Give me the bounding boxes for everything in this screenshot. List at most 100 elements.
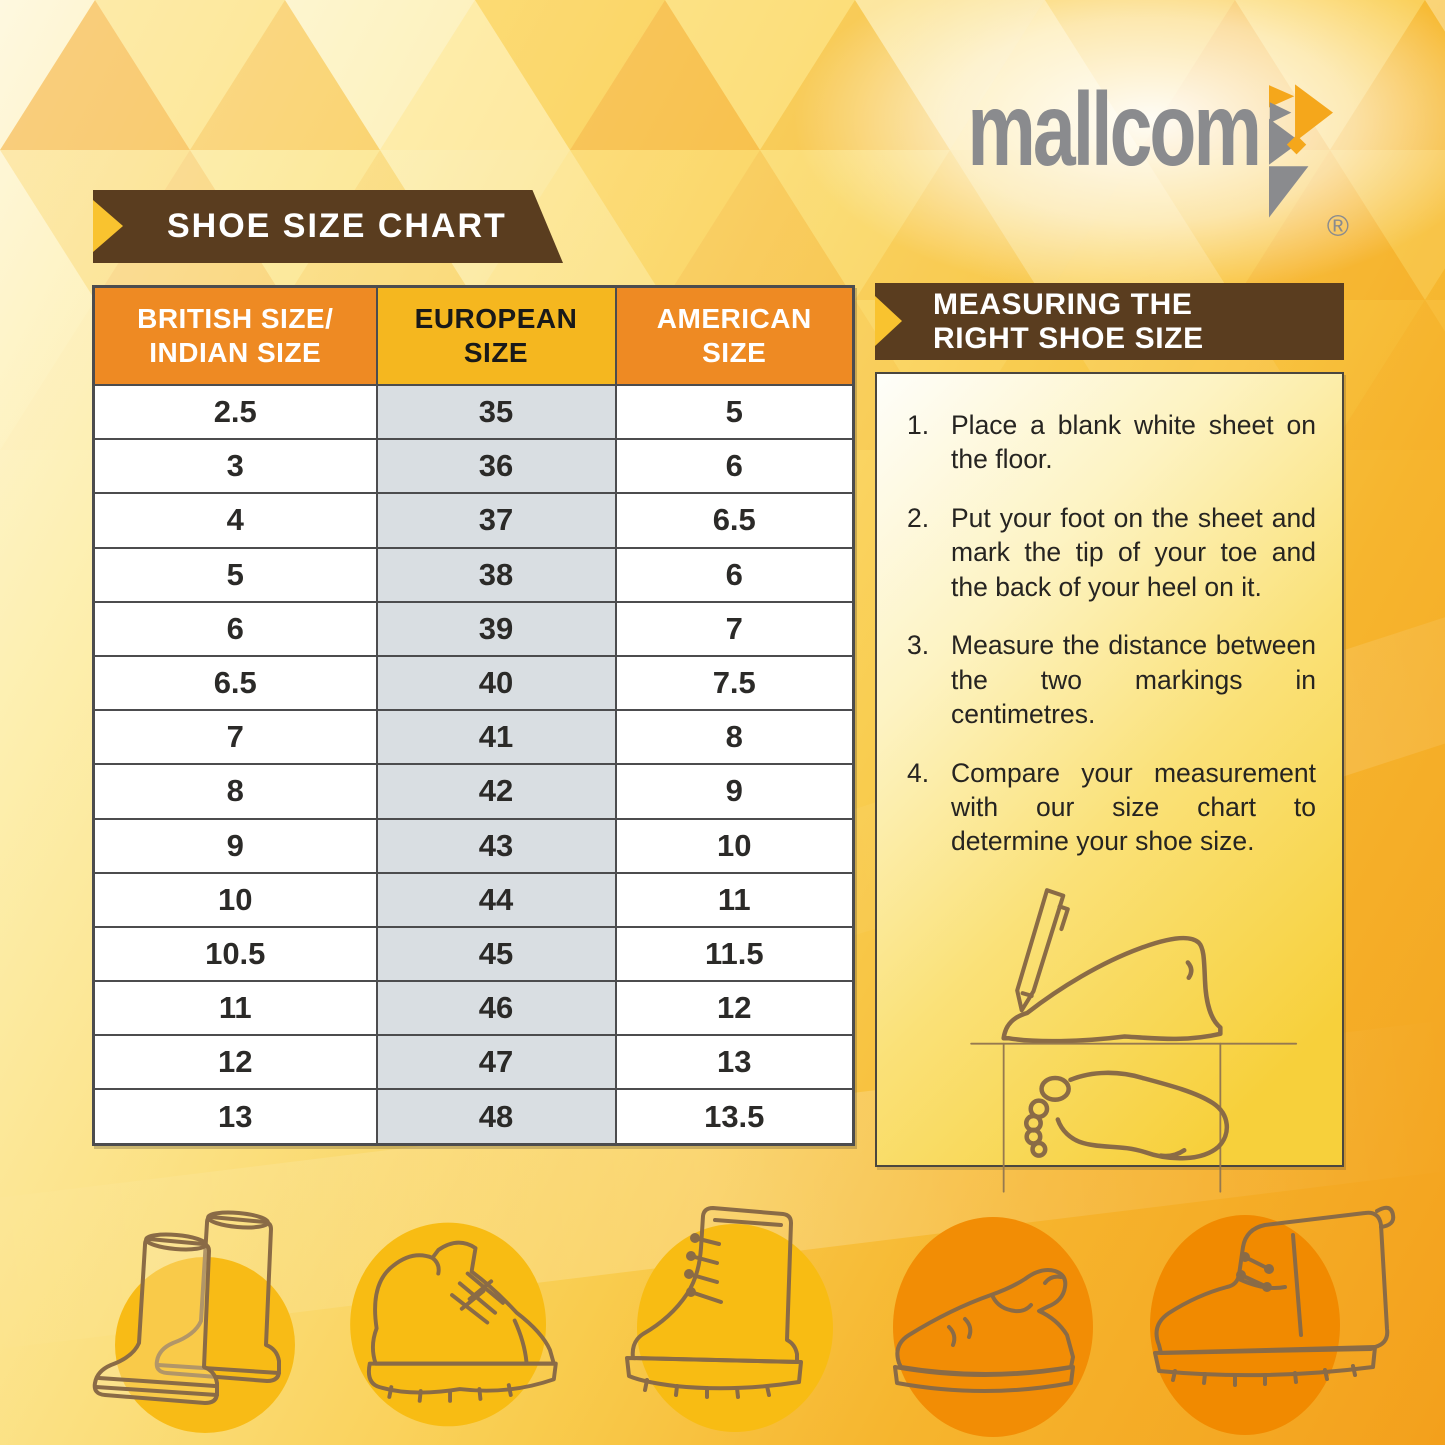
measuring-step: 3. Measure the distance between the two … xyxy=(907,628,1316,731)
banner-arrow-icon xyxy=(93,200,123,252)
step-text: Put your foot on the sheet and mark the … xyxy=(951,502,1316,602)
table-row: 5 38 6 xyxy=(92,546,855,603)
table-cell: 2.5 xyxy=(92,383,378,441)
table-cell: 46 xyxy=(375,980,617,1037)
header-line: EUROPEAN xyxy=(414,302,578,334)
size-conversion-table: BRITISH SIZE/ INDIAN SIZE EUROPEAN SIZE … xyxy=(92,285,855,1146)
table-cell: 42 xyxy=(375,763,617,820)
table-cell: 10 xyxy=(614,817,855,874)
table-cell: 35 xyxy=(375,383,617,441)
table-cell: 7.5 xyxy=(614,654,855,712)
table-cell: 5 xyxy=(614,383,855,441)
table-cell: 12 xyxy=(614,980,855,1037)
logo-background-glow xyxy=(790,0,1445,300)
measuring-instructions-panel: 1. Place a blank white sheet on the floo… xyxy=(875,372,1344,1193)
measuring-steps-list: 1. Place a blank white sheet on the floo… xyxy=(907,408,1316,859)
table-cell: 3 xyxy=(92,438,378,495)
table-cell: 11 xyxy=(614,871,855,928)
header-line: AMERICAN xyxy=(656,302,812,334)
table-header-row: BRITISH SIZE/ INDIAN SIZE EUROPEAN SIZE … xyxy=(92,285,855,386)
step-text: Place a blank white sheet on the floor. xyxy=(951,410,1316,475)
table-cell: 9 xyxy=(92,817,378,874)
chukka-boot-illustration xyxy=(1125,1195,1425,1440)
safety-shoe-illustration xyxy=(320,1205,585,1440)
brand-logo: mallcom ® xyxy=(865,72,1349,243)
table-cell: 7 xyxy=(614,600,855,657)
table-row: 12 47 13 xyxy=(92,1034,855,1091)
table-cell: 6.5 xyxy=(614,492,855,549)
registered-trademark-symbol: ® xyxy=(1326,210,1349,243)
step-text: Compare your measurement with our size c… xyxy=(951,757,1316,857)
measuring-step: 2. Put your foot on the sheet and mark t… xyxy=(907,501,1316,604)
table-cell: 7 xyxy=(92,709,378,766)
table-row: 2.5 35 5 xyxy=(92,383,855,441)
table-cell: 13 xyxy=(614,1034,855,1091)
table-row: 9 43 10 xyxy=(92,817,855,874)
table-cell: 9 xyxy=(614,763,855,820)
table-cell: 44 xyxy=(375,871,617,928)
table-cell: 41 xyxy=(375,709,617,766)
measuring-step: 4. Compare your measurement with our siz… xyxy=(907,756,1316,859)
table-cell: 47 xyxy=(375,1034,617,1091)
step-text: Measure the distance between the two mar… xyxy=(951,630,1316,730)
step-number: 4. xyxy=(907,757,930,788)
table-cell: 4 xyxy=(92,492,378,549)
title-banner: SHOE SIZE CHART xyxy=(93,190,563,263)
table-row: 11 46 12 xyxy=(92,980,855,1037)
measuring-title-line1: MEASURING THE xyxy=(933,287,1193,321)
table-cell: 37 xyxy=(375,492,617,549)
column-header-british-indian: BRITISH SIZE/ INDIAN SIZE xyxy=(92,285,378,386)
table-cell: 6 xyxy=(614,546,855,603)
table-cell: 48 xyxy=(375,1088,617,1146)
table-cell: 12 xyxy=(92,1034,378,1091)
step-number: 3. xyxy=(907,630,930,661)
table-row: 7 41 8 xyxy=(92,709,855,766)
table-cell: 10.5 xyxy=(92,925,378,983)
table-cell: 8 xyxy=(614,709,855,766)
table-row: 8 42 9 xyxy=(92,763,855,820)
table-row: 10 44 11 xyxy=(92,871,855,928)
table-row: 10.5 45 11.5 xyxy=(92,925,855,983)
table-cell: 43 xyxy=(375,817,617,874)
column-header-american: AMERICAN SIZE xyxy=(614,285,855,386)
lace-up-boot-illustration xyxy=(595,1190,865,1440)
table-row: 6.5 40 7.5 xyxy=(92,654,855,712)
foot-measuring-illustration xyxy=(970,888,1298,1193)
size-table-body: 2.5 35 5 3 36 6 4 37 6.5 5 38 6 6 39 7 6.5 40 7.5 7 41 8 8 42 9… xyxy=(92,383,855,1146)
table-cell: 36 xyxy=(375,438,617,495)
table-cell: 45 xyxy=(375,925,617,983)
slip-on-shoe-illustration xyxy=(865,1215,1125,1440)
step-number: 1. xyxy=(907,410,930,440)
header-arrow-icon xyxy=(875,296,902,346)
table-cell: 8 xyxy=(92,763,378,820)
table-cell: 6.5 xyxy=(92,654,378,712)
page-title: SHOE SIZE CHART xyxy=(167,207,507,245)
table-cell: 13 xyxy=(92,1088,378,1146)
table-cell: 5 xyxy=(92,546,378,603)
brand-name: mallcom xyxy=(967,72,1261,188)
header-line: SIZE xyxy=(463,337,529,368)
measuring-section-header: MEASURING THE RIGHT SHOE SIZE xyxy=(875,283,1344,360)
table-cell: 40 xyxy=(375,654,617,712)
column-header-european: EUROPEAN SIZE xyxy=(375,285,617,386)
table-cell: 6 xyxy=(614,438,855,495)
table-cell: 10 xyxy=(92,871,378,928)
measuring-step: 1. Place a blank white sheet on the floo… xyxy=(907,408,1316,477)
header-line: SIZE xyxy=(702,337,767,368)
header-line: INDIAN SIZE xyxy=(149,337,322,368)
table-row: 6 39 7 xyxy=(92,600,855,657)
rubber-boots-illustration xyxy=(55,1195,305,1440)
table-cell: 11.5 xyxy=(614,925,855,983)
mallcom-arrow-icon: ® xyxy=(1269,84,1349,243)
measuring-title-line2: RIGHT SHOE SIZE xyxy=(933,321,1204,355)
table-cell: 39 xyxy=(375,600,617,657)
table-cell: 6 xyxy=(92,600,378,657)
step-number: 2. xyxy=(907,502,930,533)
table-cell: 13.5 xyxy=(614,1088,855,1146)
header-line: BRITISH SIZE/ xyxy=(137,302,334,334)
table-cell: 11 xyxy=(92,980,378,1037)
table-row: 4 37 6.5 xyxy=(92,492,855,549)
table-cell: 38 xyxy=(375,546,617,603)
table-row: 13 48 13.5 xyxy=(92,1088,855,1146)
